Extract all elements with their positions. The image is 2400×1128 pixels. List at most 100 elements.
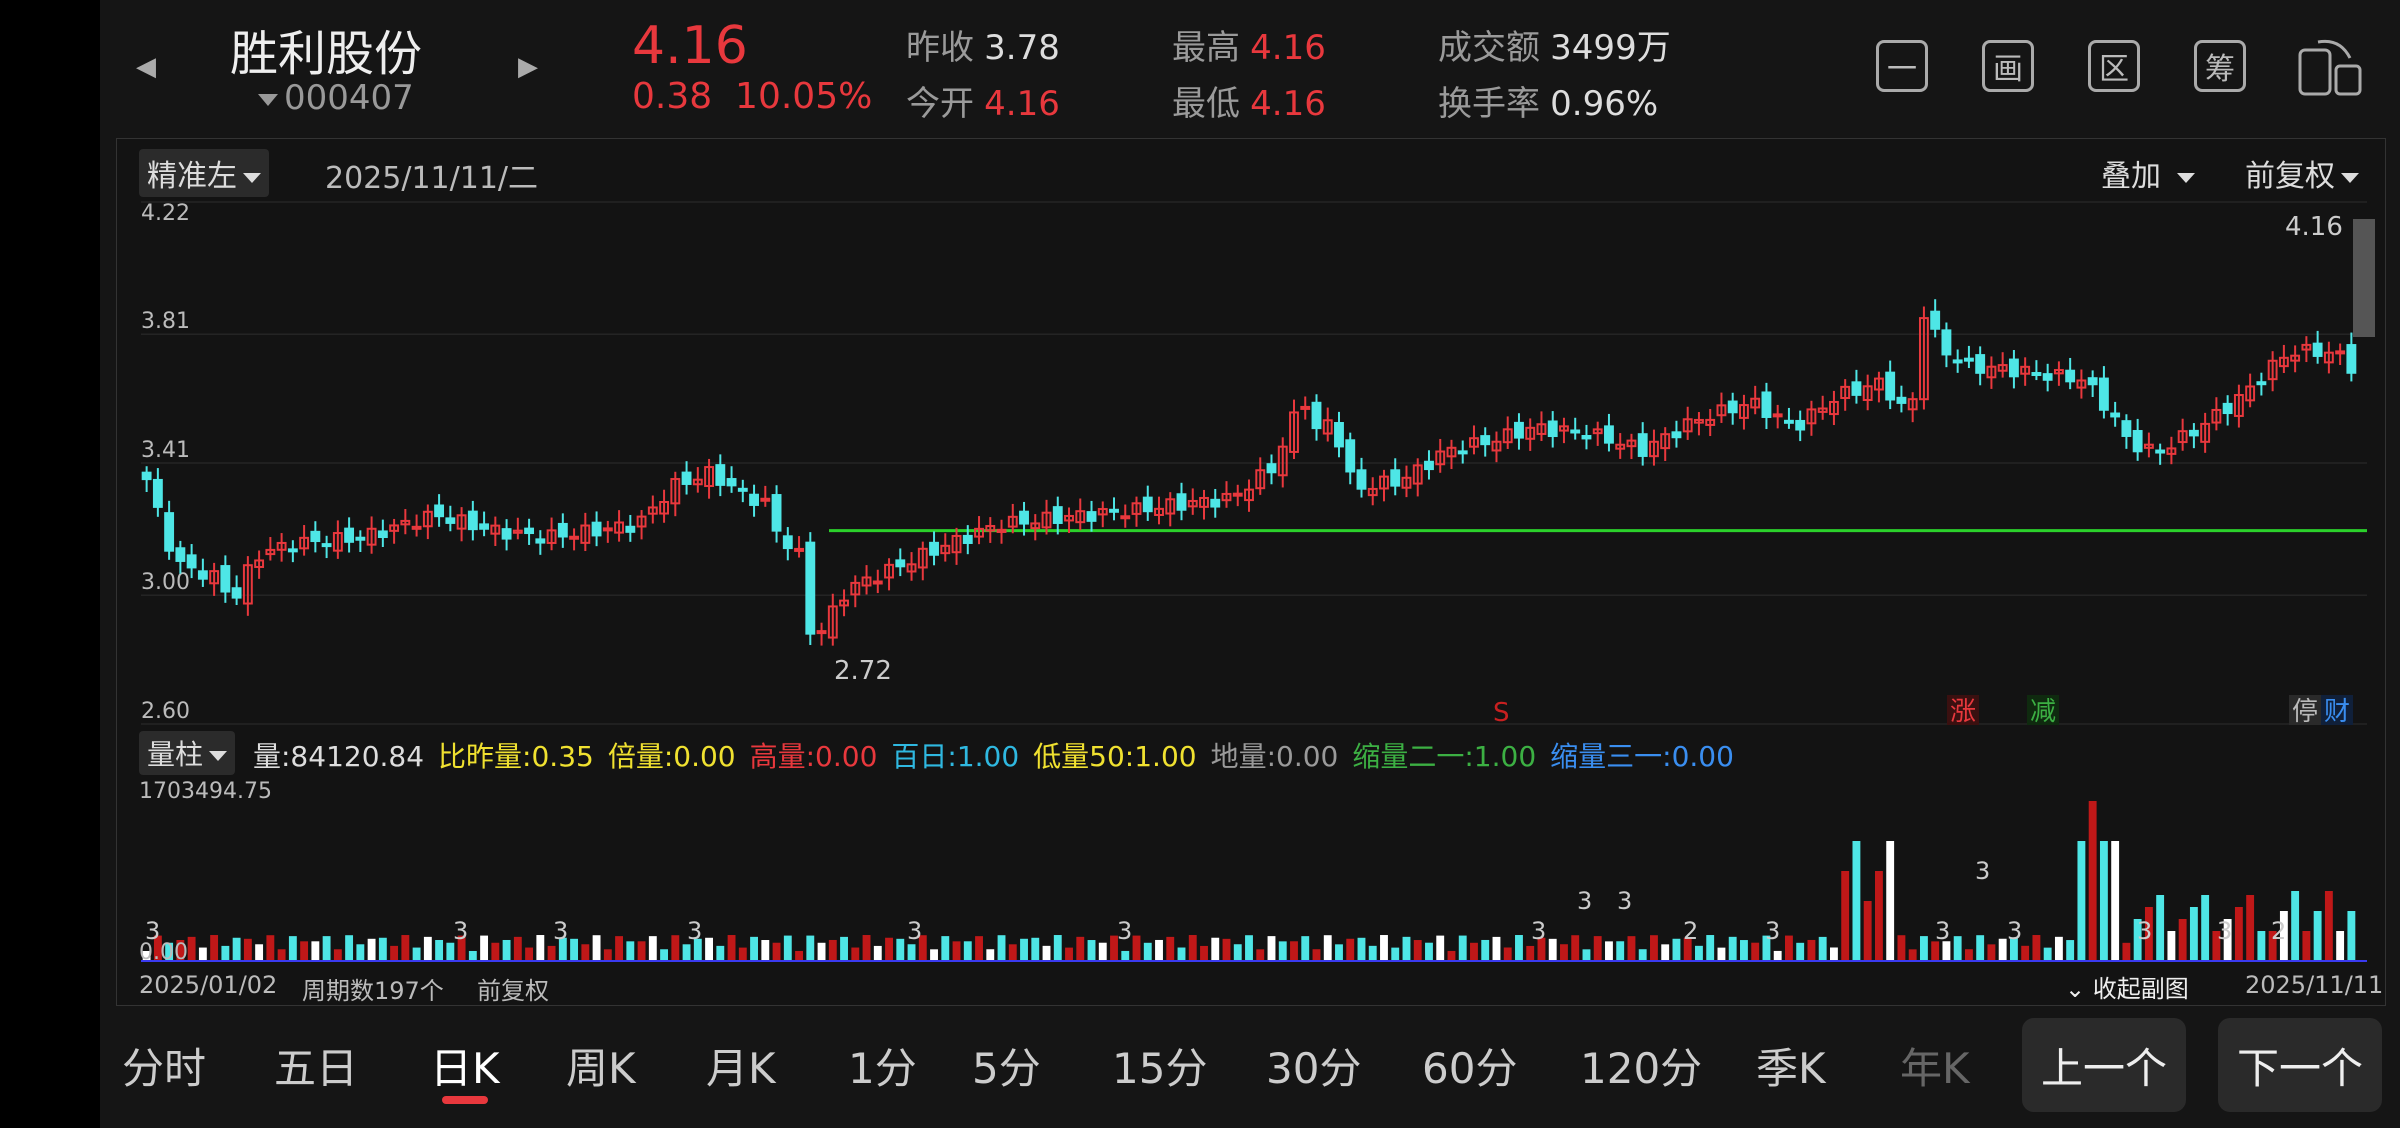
volume-bar xyxy=(1447,950,1456,961)
candle-body xyxy=(389,524,400,532)
candle-body xyxy=(805,541,816,635)
kline-chart[interactable]: 4.223.813.413.002.602.724.16S 涨减停财0.003 3 3… xyxy=(117,139,2385,1005)
volume-bar xyxy=(2201,895,2210,961)
tab-9[interactable]: 60分 xyxy=(1422,1044,1518,1093)
volume-bar xyxy=(198,947,207,961)
candle-body xyxy=(2076,379,2087,389)
volume-bar xyxy=(558,937,567,961)
candle-body xyxy=(1469,437,1479,448)
volume-bar xyxy=(1661,944,1670,961)
volume-marker: 3 xyxy=(687,917,702,945)
overlay-dropdown[interactable]: 叠加 xyxy=(2101,151,2195,195)
tab-11[interactable]: 季K xyxy=(1756,1044,1826,1093)
candle-body xyxy=(254,559,265,568)
volume-marker: 2 xyxy=(2271,917,2286,945)
turnover-rate-value: 0.96% xyxy=(1550,84,1659,124)
collapse-subchart-button[interactable]: ⌄ 收起副图 xyxy=(2065,969,2189,1004)
cursor-mode-dropdown[interactable]: 精准左 xyxy=(139,149,269,197)
volume-bar xyxy=(1560,944,1568,961)
volume-indicator: 缩量三一:0.00 xyxy=(1550,740,1734,773)
tab-3[interactable]: 周K xyxy=(566,1044,636,1093)
tab-10[interactable]: 120分 xyxy=(1580,1044,1703,1093)
tab-12[interactable]: 年K xyxy=(1900,1044,1970,1093)
tab-5[interactable]: 1分 xyxy=(848,1044,917,1093)
next-button[interactable]: 下一个 xyxy=(2218,1018,2382,1112)
prev-button[interactable]: 上一个 xyxy=(2022,1018,2186,1112)
volume-bar xyxy=(2099,841,2108,961)
volume-bar xyxy=(1458,935,1467,961)
candle-body xyxy=(1761,391,1772,418)
open-label: 今开 xyxy=(906,84,974,124)
tab-0[interactable]: 分时 xyxy=(122,1044,207,1093)
candle-body xyxy=(1637,433,1648,457)
candle-body xyxy=(1322,419,1333,435)
switch-screen-icon[interactable] xyxy=(2296,36,2364,100)
tab-7[interactable]: 15分 xyxy=(1112,1044,1208,1093)
volume-bar xyxy=(2066,940,2075,961)
candle-body xyxy=(1097,508,1108,516)
volume-bar xyxy=(502,939,511,961)
turnover-amount: 成交额 3499万 xyxy=(1438,20,1671,69)
next-stock-arrow-icon[interactable]: ▶ xyxy=(518,52,538,82)
volume-bar xyxy=(693,938,702,961)
volume-bar xyxy=(1008,944,1017,961)
candle-body xyxy=(400,519,411,526)
tab-2[interactable]: 日K xyxy=(430,1044,500,1093)
tab-4[interactable]: 月K xyxy=(706,1044,776,1093)
volume-bar xyxy=(1470,942,1478,961)
volume-bar xyxy=(1740,940,1748,961)
range-tool-button[interactable]: 区 xyxy=(2088,40,2140,92)
volume-bar xyxy=(1200,945,1208,961)
volume-marker: 3 xyxy=(2217,917,2232,945)
tab-8[interactable]: 30分 xyxy=(1266,1044,1362,1093)
price-change: 0.38 10.05% xyxy=(632,76,872,117)
volume-bar xyxy=(1053,935,1062,961)
volume-bar xyxy=(1672,938,1681,961)
volume-bar xyxy=(1042,945,1051,961)
volume-marker: 3 xyxy=(2007,917,2022,945)
candle-body xyxy=(2143,443,2154,449)
candle-body xyxy=(872,580,883,585)
candle-body xyxy=(1334,422,1344,448)
volume-bar xyxy=(1425,942,1433,961)
candle-body xyxy=(715,464,726,486)
volume-bar xyxy=(941,936,950,961)
chips-tool-button[interactable]: 筹 xyxy=(2194,40,2246,92)
volume-bar xyxy=(480,935,489,961)
volume-indicators: 量:84120.84 比昨量:0.35 倍量:0.00 高量:0.00 百日:1.00 低… xyxy=(253,735,1748,775)
volume-bar xyxy=(907,944,916,961)
candle-body xyxy=(1424,460,1434,471)
volume-bar xyxy=(378,937,387,961)
draw-tool-button[interactable]: 画 xyxy=(1982,40,2034,92)
prev-stock-arrow-icon[interactable]: ◀ xyxy=(136,52,156,82)
tab-1[interactable]: 五日 xyxy=(274,1044,359,1093)
line-tool-button[interactable]: 一 xyxy=(1876,40,1928,92)
turnover-amount-value: 3499万 xyxy=(1550,28,1671,68)
candle-body xyxy=(1536,423,1547,435)
tab-6[interactable]: 5分 xyxy=(972,1044,1041,1093)
candle-body xyxy=(197,570,208,580)
adjust-dropdown[interactable]: 前复权 xyxy=(2245,151,2359,195)
volume-bar xyxy=(300,941,309,961)
cursor-mode-caret-icon xyxy=(243,172,261,183)
candle-body xyxy=(2301,343,2312,351)
volume-bar xyxy=(727,935,736,961)
volume-mode-dropdown[interactable]: 量柱 xyxy=(139,731,236,775)
volume-bar xyxy=(1886,841,1895,961)
volume-bar xyxy=(1852,841,1861,961)
volume-bar xyxy=(1582,949,1591,961)
candle-body xyxy=(141,471,152,481)
candle-body xyxy=(771,494,782,532)
volume-bar xyxy=(1829,947,1838,961)
candle-body xyxy=(816,630,827,635)
candle-body xyxy=(1255,469,1266,490)
volume-bar xyxy=(840,936,848,961)
volume-bar xyxy=(1132,935,1141,961)
candle-body xyxy=(1244,488,1254,502)
volume-bar xyxy=(345,935,354,961)
volume-bar xyxy=(2156,895,2165,961)
candle-body xyxy=(1592,428,1603,435)
stock-code[interactable]: 000407 xyxy=(258,78,414,118)
y-tick-label: 3.81 xyxy=(141,309,190,334)
volume-bar xyxy=(1402,936,1411,961)
